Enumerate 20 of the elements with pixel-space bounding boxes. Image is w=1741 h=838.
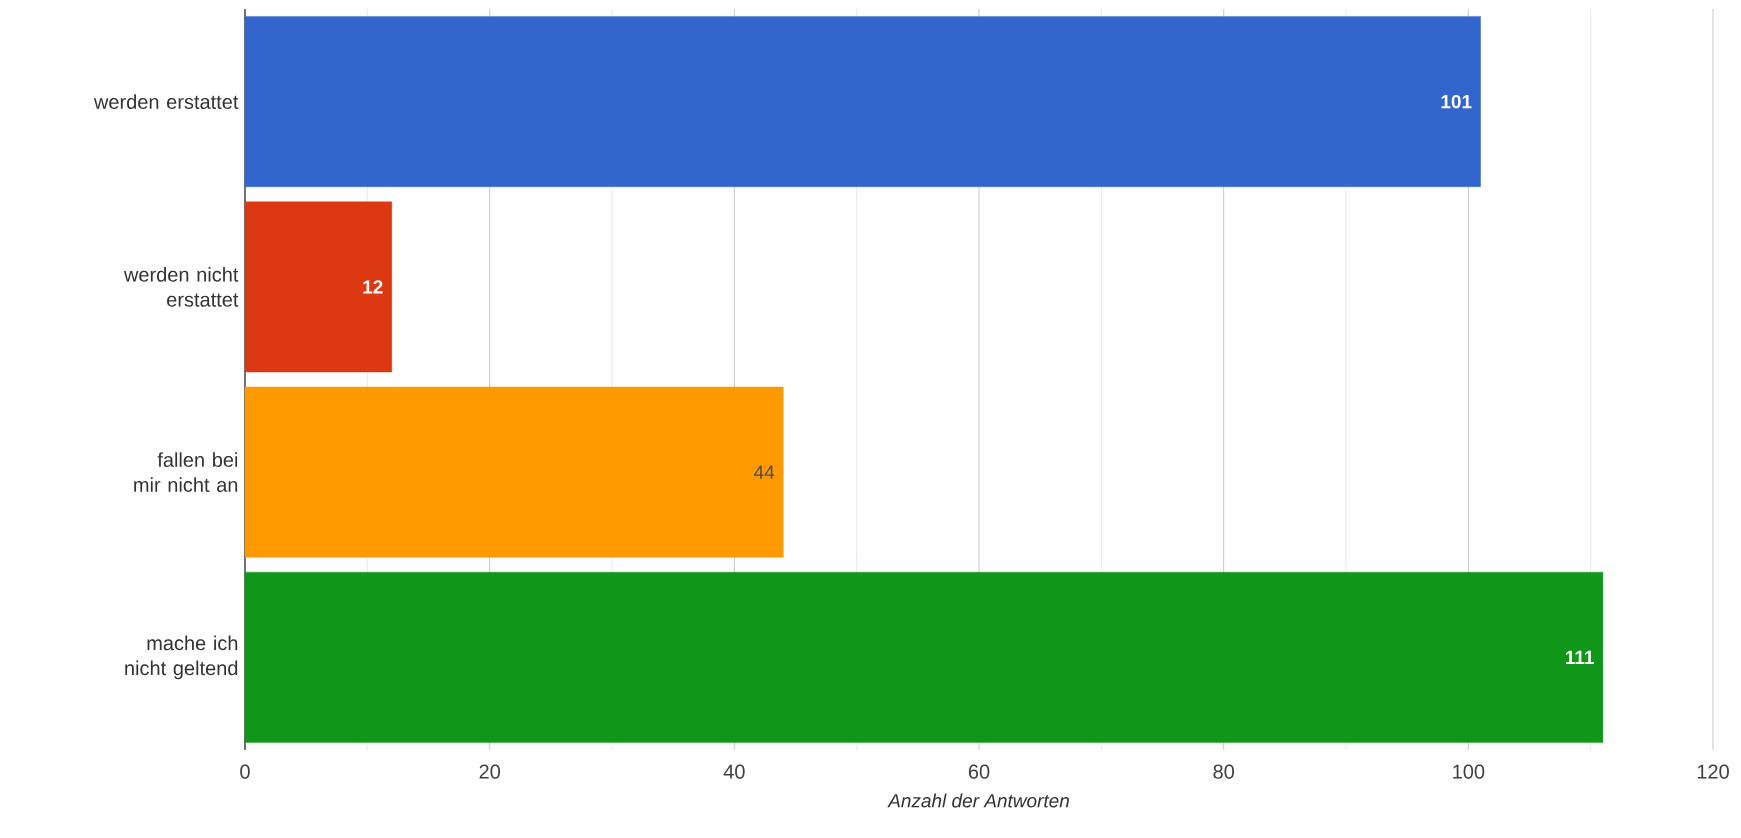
- y-tick-label: mache ich nicht geltend: [125, 635, 238, 680]
- y-tick-label: fallen bei mir nicht an: [134, 452, 238, 492]
- x-tick-label: 120: [1697, 764, 1729, 779]
- x-tick-label: 0: [240, 764, 250, 779]
- x-tick-label: 60: [968, 764, 990, 779]
- x-tick-label: 20: [479, 764, 501, 779]
- data-label: 101: [1441, 94, 1472, 109]
- x-tick-label: 40: [723, 764, 745, 779]
- data-label: 12: [363, 280, 383, 294]
- bar: [244, 201, 392, 373]
- x-axis-title: Anzahl der Antworten: [887, 793, 1069, 808]
- data-label: 111: [1565, 650, 1594, 664]
- y-tick-label: werden nicht erstattet: [123, 267, 239, 307]
- bar: [244, 16, 1481, 188]
- bar: [244, 386, 784, 558]
- x-tick-label: 100: [1453, 764, 1485, 779]
- bar: [244, 571, 1604, 743]
- data-label: 44: [754, 465, 775, 479]
- y-tick-label: werden erstattet: [93, 94, 239, 109]
- x-tick-label: 80: [1213, 764, 1235, 779]
